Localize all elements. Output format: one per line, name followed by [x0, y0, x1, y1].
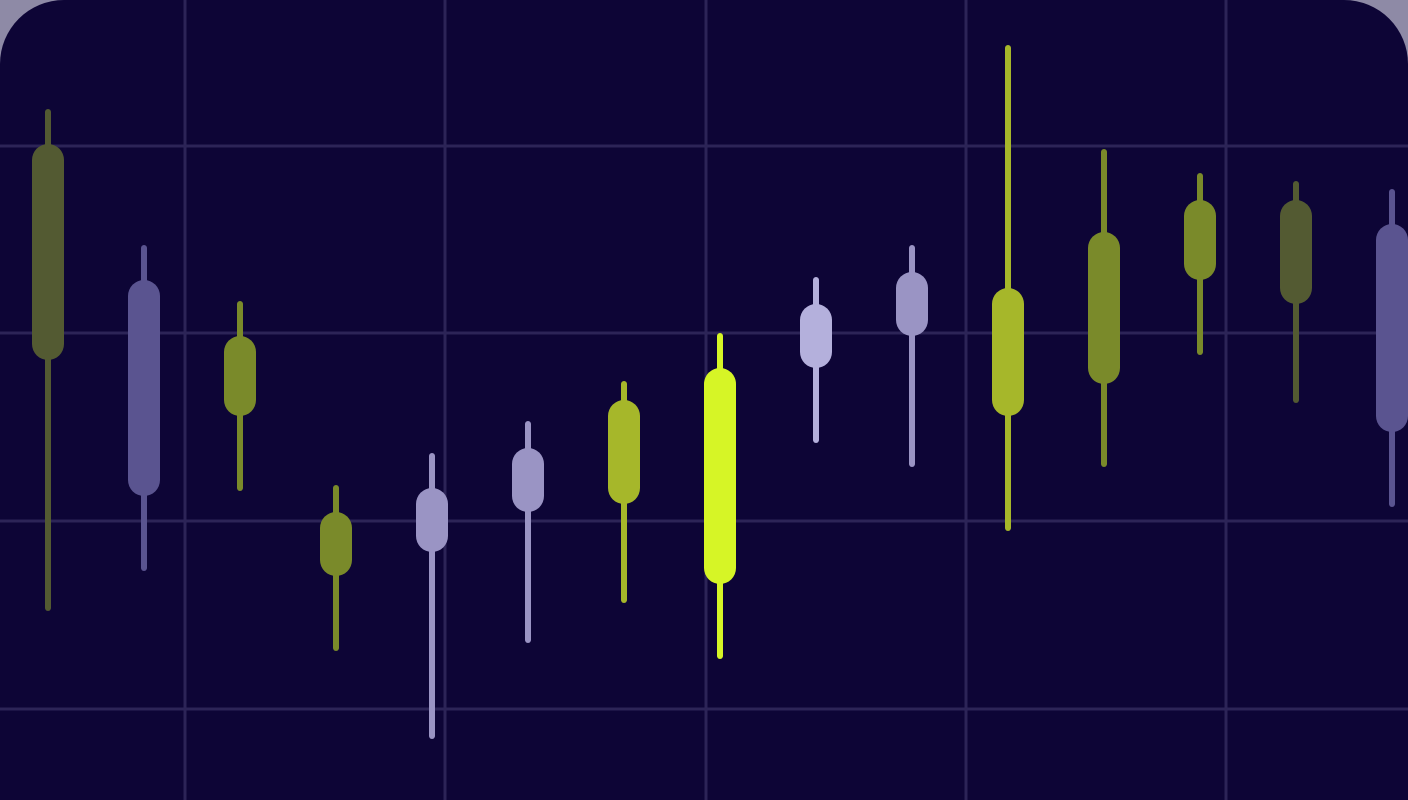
candle — [896, 245, 928, 467]
candle — [992, 45, 1024, 531]
candle-body — [32, 144, 64, 360]
candle-body — [1280, 200, 1312, 304]
candle — [128, 245, 160, 571]
candle-body — [1088, 232, 1120, 384]
candle — [512, 421, 544, 643]
candle — [320, 485, 352, 651]
candle — [224, 301, 256, 491]
candle-body — [320, 512, 352, 576]
candle — [1088, 149, 1120, 467]
candle — [1280, 181, 1312, 403]
candle — [800, 277, 832, 443]
candle-body — [896, 272, 928, 336]
candle — [1376, 189, 1408, 507]
candle — [608, 381, 640, 603]
candle-body — [224, 336, 256, 416]
candle-body — [1184, 200, 1216, 280]
candle — [704, 333, 736, 659]
candle-body — [128, 280, 160, 496]
candle — [32, 109, 64, 611]
candle-body — [416, 488, 448, 552]
candle-body — [800, 304, 832, 368]
candle-body — [1376, 224, 1408, 432]
candle — [416, 453, 448, 739]
candle — [1184, 173, 1216, 355]
candle-body — [608, 400, 640, 504]
candle-body — [512, 448, 544, 512]
candles-group — [32, 45, 1408, 739]
candle-body — [992, 288, 1024, 416]
candle-body — [704, 368, 736, 584]
